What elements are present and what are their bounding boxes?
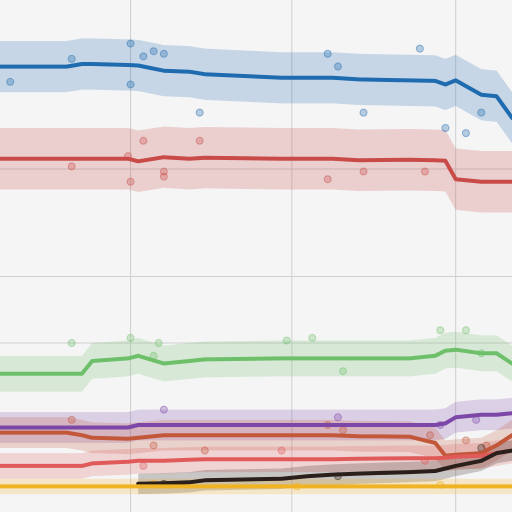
- series-0-band: [0, 38, 512, 144]
- series-0-poll-point-10: [359, 108, 368, 117]
- series-1-poll-point-9: [420, 167, 429, 176]
- series-2-poll-point-4: [282, 336, 291, 345]
- series-1-poll-point-0: [67, 162, 76, 171]
- series-6-line: [136, 448, 512, 486]
- series-0-line: [0, 62, 512, 120]
- series-4-poll-point-6: [461, 436, 470, 445]
- series-0-poll-point-8: [323, 49, 332, 58]
- series-0-poll-point-7: [195, 108, 204, 117]
- series-4-poll-point-1: [149, 441, 158, 450]
- series-1-band: [0, 126, 512, 213]
- series-3-band: [0, 397, 512, 443]
- series-3-poll-point-1: [333, 413, 342, 422]
- series-4-poll-point-2: [200, 446, 209, 455]
- trend-lines: [0, 62, 512, 489]
- series-0-poll-point-6: [159, 49, 168, 58]
- series-0-poll-point-5: [149, 47, 158, 56]
- series-4-poll-point-5: [426, 431, 435, 440]
- series-0-poll-point-2: [126, 39, 135, 48]
- series-2-poll-point-0: [67, 339, 76, 348]
- series-5-line: [0, 448, 512, 468]
- series-0-poll-point-0: [6, 77, 15, 86]
- series-0-poll-point-1: [67, 54, 76, 63]
- series-2-band: [0, 331, 512, 392]
- series-1-poll-point-3: [139, 136, 148, 145]
- series-2-poll-point-5: [308, 333, 317, 342]
- series-0-poll-point-12: [441, 124, 450, 132]
- series-2-line: [0, 347, 512, 376]
- series-0-poll-point-3: [126, 80, 135, 89]
- series-3-line: [0, 411, 512, 430]
- series-0-poll-point-13: [461, 129, 470, 138]
- series-1-line: [0, 155, 512, 184]
- series-2-poll-point-7: [436, 326, 445, 335]
- series-5-poll-point-1: [277, 446, 286, 455]
- series-1-poll-point-6: [195, 136, 204, 145]
- series-1-poll-point-8: [359, 167, 368, 176]
- series-0-poll-point-11: [415, 44, 424, 53]
- series-2-poll-point-6: [339, 367, 348, 376]
- series-0-poll-point-4: [139, 52, 148, 61]
- series-2-poll-point-1: [126, 333, 135, 342]
- series-2-poll-point-3: [154, 339, 163, 348]
- series-3-poll-point-0: [159, 405, 168, 414]
- series-2-poll-point-8: [461, 326, 470, 335]
- series-1-poll-point-7: [323, 175, 332, 184]
- series-0-poll-point-14: [477, 108, 486, 117]
- series-1-poll-point-5: [159, 172, 168, 181]
- series-0-poll-point-9: [333, 62, 342, 71]
- series-4-poll-point-0: [67, 415, 76, 424]
- series-1-poll-point-4: [159, 167, 168, 176]
- series-5-poll-point-0: [139, 461, 148, 470]
- series-1-poll-point-2: [126, 177, 135, 186]
- series-4-band: [0, 417, 512, 472]
- series-4-poll-point-4: [339, 426, 348, 435]
